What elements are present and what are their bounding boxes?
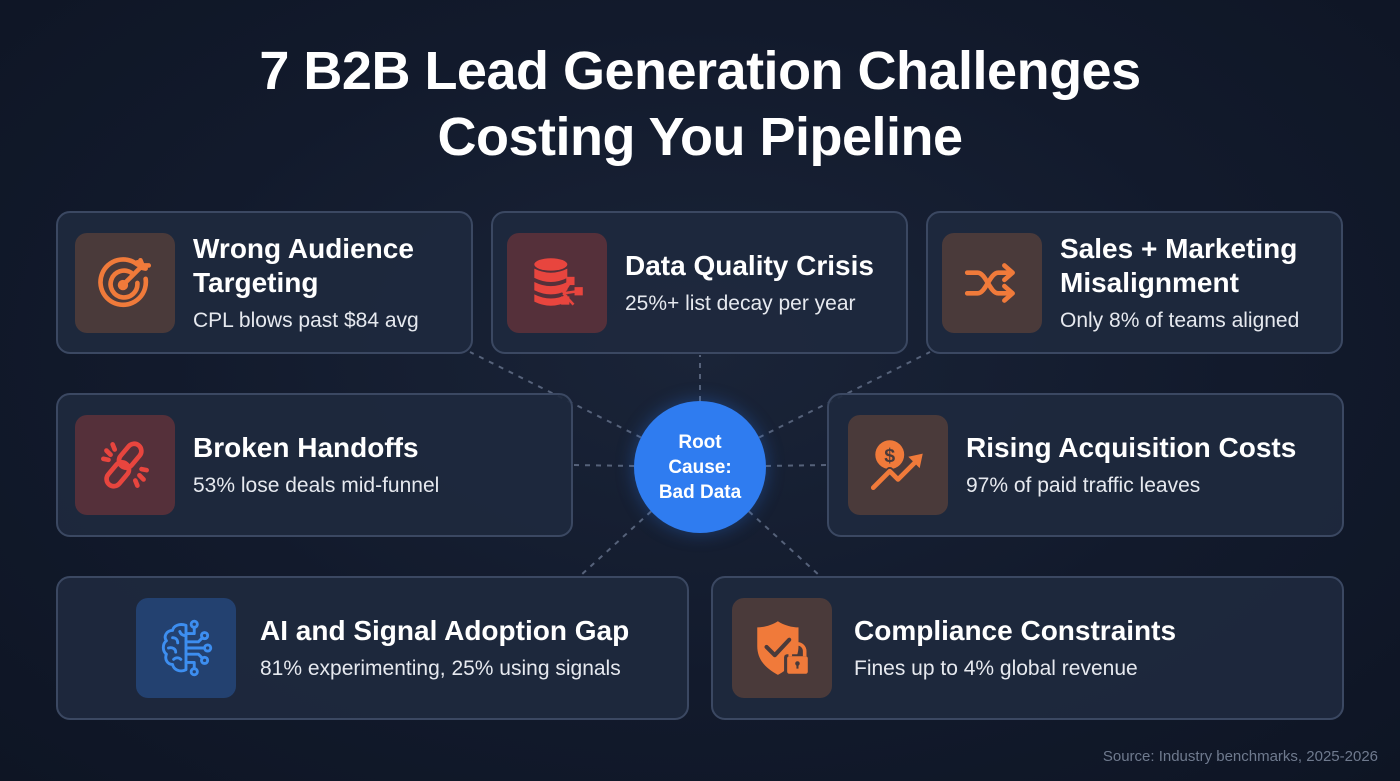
ai-brain-circuit-icon <box>136 598 236 698</box>
card-title: Wrong Audience Targeting <box>193 232 419 300</box>
shuffle-icon <box>942 232 1042 333</box>
card-title: Data Quality Crisis <box>625 249 874 281</box>
card-sales-marketing-misalignment: Sales + Marketing Misalignment Only 8% o… <box>926 211 1343 354</box>
card-compliance-constraints: Compliance Constraints Fines up to 4% gl… <box>711 576 1344 720</box>
card-subtitle: 53% lose deals mid-funnel <box>193 474 440 497</box>
card-broken-handoffs: Broken Handoffs 53% lose deals mid-funne… <box>56 393 573 537</box>
shield-check-lock-icon <box>732 598 832 698</box>
card-title-line-2: Misalignment <box>1060 266 1239 298</box>
database-network-icon <box>507 232 607 333</box>
hub-line-3: Bad Data <box>658 481 742 503</box>
svg-text:$: $ <box>884 445 895 467</box>
card-subtitle: 97% of paid traffic leaves <box>966 474 1201 497</box>
card-title-line-1: Wrong Audience <box>193 232 414 264</box>
title-line-1: 7 B2B Lead Generation Challenges <box>259 41 1141 101</box>
card-subtitle: 25%+ list decay per year <box>625 291 856 315</box>
card-wrong-audience-targeting: Wrong Audience Targeting CPL blows past … <box>56 211 473 354</box>
card-title: Compliance Constraints <box>854 615 1177 646</box>
target-arrow-icon <box>75 232 175 333</box>
card-title-line-2: Targeting <box>193 266 319 298</box>
source-footnote: Source: Industry benchmarks, 2025-2026 <box>1102 748 1378 765</box>
page-title: 7 B2B Lead Generation Challenges Costing… <box>0 38 1400 170</box>
hub-line-1: Root <box>678 431 722 453</box>
title-line-2: Costing You Pipeline <box>437 107 963 167</box>
card-ai-signal-adoption-gap: AI and Signal Adoption Gap 81% experimen… <box>56 576 689 720</box>
card-title-line-1: Sales + Marketing <box>1060 232 1298 264</box>
card-subtitle: Fines up to 4% global revenue <box>854 657 1138 680</box>
card-subtitle: CPL blows past $84 avg <box>193 308 419 332</box>
root-cause-hub: Root Cause: Bad Data <box>634 401 766 533</box>
card-subtitle: Only 8% of teams aligned <box>1060 308 1300 332</box>
card-title: Broken Handoffs <box>193 432 419 463</box>
hub-line-2: Cause: <box>668 456 732 478</box>
card-title: AI and Signal Adoption Gap <box>260 615 630 646</box>
card-data-quality-crisis: Data Quality Crisis 25%+ list decay per … <box>491 211 908 354</box>
card-title: Sales + Marketing Misalignment <box>1060 232 1299 300</box>
card-rising-acquisition-costs: $ Rising Acquisition Costs 97% of paid t… <box>827 393 1344 537</box>
broken-link-icon <box>75 415 175 515</box>
card-subtitle: 81% experimenting, 25% using signals <box>260 657 621 680</box>
card-title: Rising Acquisition Costs <box>966 432 1297 463</box>
dollar-trend-up-icon: $ <box>848 415 948 515</box>
